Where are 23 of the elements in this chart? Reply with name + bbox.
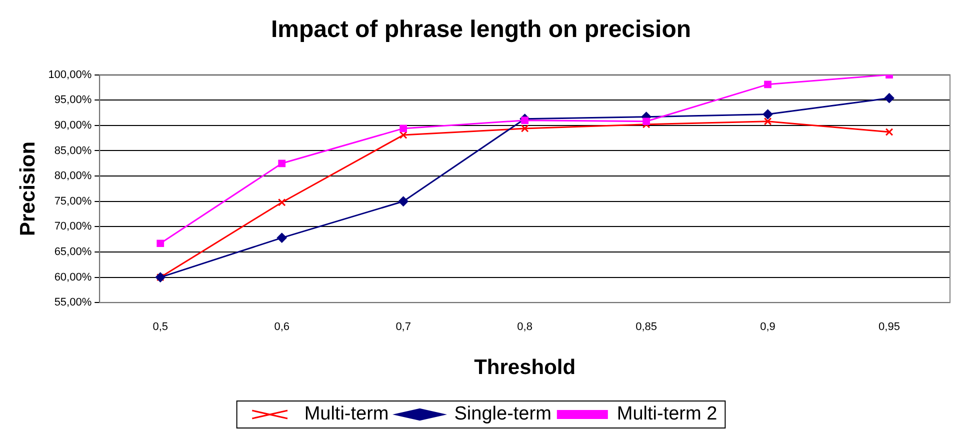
- x-axis-title: Threshold: [474, 356, 576, 380]
- legend-label: Single-term: [454, 404, 552, 425]
- y-tick-label: 70,00%: [54, 220, 92, 233]
- x-tick-label: 0,95: [878, 321, 900, 334]
- y-tick-label: 90,00%: [54, 119, 92, 132]
- x-tick-label: 0,6: [274, 321, 290, 334]
- y-tick-label: 100,00%: [48, 68, 92, 81]
- x-tick-label: 0,5: [152, 321, 168, 334]
- y-axis-title: Precision: [16, 141, 40, 236]
- x-tick-label: 0,85: [636, 321, 658, 334]
- y-tick-label: 60,00%: [54, 271, 92, 284]
- y-tick-label: 80,00%: [54, 170, 92, 182]
- y-tick-label: 65,00%: [54, 246, 92, 258]
- x-tick-label: 0,7: [396, 321, 411, 334]
- legend-label: Multi-term 2: [616, 404, 718, 425]
- x-tick-label: 0,8: [517, 321, 532, 334]
- y-tick-label: 95,00%: [54, 94, 92, 106]
- y-tick-label: 75,00%: [54, 195, 92, 208]
- y-tick-label: 55,00%: [54, 296, 92, 309]
- x-tick-label: 0,9: [760, 321, 776, 334]
- legend-label: Multi-term: [304, 404, 389, 425]
- chart-title: Impact of phrase length on precision: [270, 16, 692, 44]
- y-tick-label: 85,00%: [54, 144, 92, 157]
